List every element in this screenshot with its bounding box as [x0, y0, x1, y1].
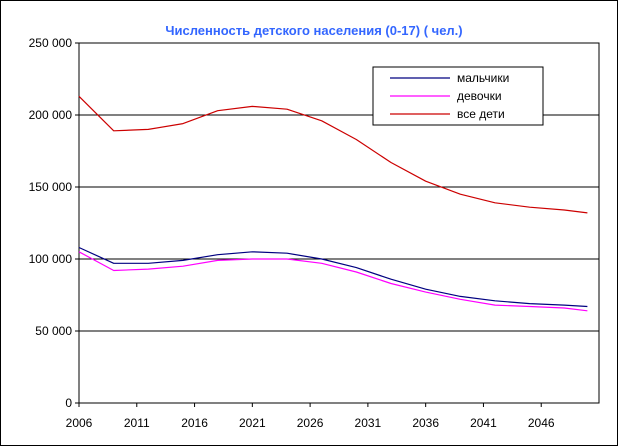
- plot-area: [78, 42, 600, 404]
- x-tick-label: 2016: [181, 416, 208, 430]
- y-tick-label: 0: [65, 396, 72, 410]
- x-tick-label: 2041: [470, 416, 497, 430]
- legend-label-3: все дети: [457, 107, 505, 121]
- x-tick-label: 2026: [297, 416, 324, 430]
- x-tick-label: 2021: [239, 416, 266, 430]
- x-tick-label: 2011: [124, 416, 150, 430]
- x-tick-label: 2036: [412, 416, 439, 430]
- y-tick-label: 100 000: [29, 252, 73, 266]
- series-line-2: [78, 251, 588, 312]
- x-tick-label: 2031: [355, 416, 382, 430]
- legend: мальчики девочки все дети: [372, 66, 544, 126]
- chart-title: Численность детского населения (0-17) ( …: [165, 23, 462, 38]
- y-tick-label: 150 000: [29, 180, 73, 194]
- legend-label-1: мальчики: [457, 71, 509, 85]
- series-line-1: [78, 246, 588, 308]
- legend-label-2: девочки: [457, 89, 502, 103]
- y-tick-label: 50 000: [35, 324, 72, 338]
- y-tick-label: 200 000: [29, 108, 73, 122]
- series-line-3: [78, 95, 588, 214]
- x-tick-label: 2046: [528, 416, 555, 430]
- x-tick-label: 2006: [66, 416, 93, 430]
- y-tick-label: 250 000: [29, 36, 73, 50]
